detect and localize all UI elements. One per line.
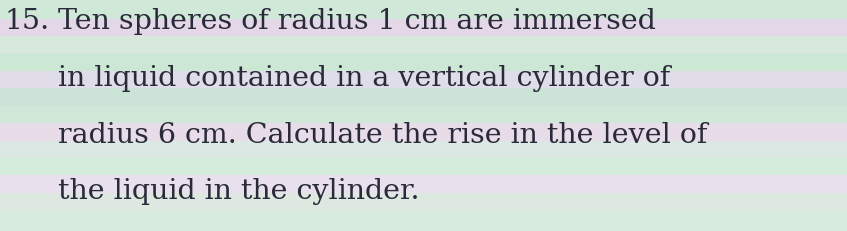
Bar xyxy=(0,141,847,158)
Bar xyxy=(0,20,847,37)
Text: the liquid in the cylinder.: the liquid in the cylinder. xyxy=(58,177,419,204)
Bar xyxy=(0,89,847,106)
Text: 15.: 15. xyxy=(5,8,50,35)
Bar xyxy=(0,158,847,176)
Bar xyxy=(0,0,847,20)
Bar xyxy=(0,54,847,72)
Text: radius 6 cm. Calculate the rise in the level of: radius 6 cm. Calculate the rise in the l… xyxy=(58,122,707,148)
Bar xyxy=(0,176,847,193)
Bar xyxy=(0,37,847,54)
Bar xyxy=(0,72,847,89)
Text: in liquid contained in a vertical cylinder of: in liquid contained in a vertical cylind… xyxy=(58,65,670,92)
Bar xyxy=(0,210,847,231)
Bar xyxy=(0,106,847,124)
Bar xyxy=(0,193,847,210)
Bar xyxy=(0,124,847,141)
Text: Ten spheres of radius 1 cm are immersed: Ten spheres of radius 1 cm are immersed xyxy=(58,8,656,35)
